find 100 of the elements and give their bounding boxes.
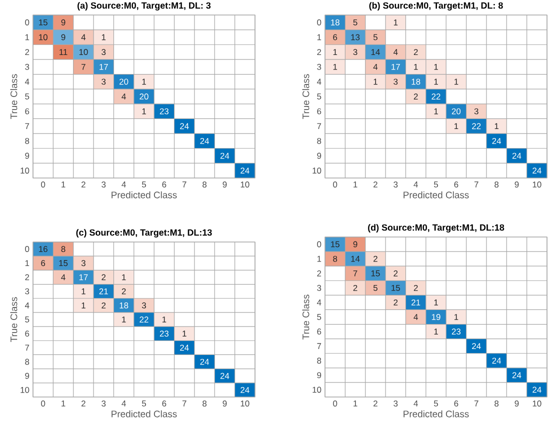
chart-title: (a) Source:M0, Target:M1, DL: 3 [78, 2, 211, 10]
y-tick-label: 2 [25, 274, 30, 280]
y-tick-label: 9 [25, 372, 30, 379]
x-axis-title: Predicted Class [112, 410, 177, 418]
y-tick-label: 10 [312, 386, 322, 393]
data-label: 4 [393, 49, 398, 55]
data-label: 24 [492, 358, 502, 364]
data-label: 16 [39, 246, 48, 252]
y-tick-label: 4 [24, 78, 30, 85]
y-tick-label: 1 [317, 34, 322, 40]
x-tick-label: 7 [182, 400, 186, 406]
x-axis-title: Predicted Class [112, 191, 177, 198]
x-tick-label: 8 [494, 400, 499, 407]
data-label: 1 [182, 330, 186, 337]
data-label: 7 [353, 270, 358, 276]
x-tick-label: 8 [202, 182, 207, 188]
data-label: 21 [412, 300, 420, 306]
data-label: 2 [102, 274, 106, 280]
y-tick-label: 5 [25, 316, 30, 322]
data-label: 22 [472, 123, 481, 130]
data-label: 4 [61, 274, 66, 280]
data-label: 13 [351, 34, 360, 40]
x-tick-label: 7 [474, 182, 478, 188]
data-label: 2 [414, 284, 418, 291]
y-tick-label: 0 [317, 241, 322, 248]
x-tick-label: 6 [162, 400, 166, 407]
data-label: 14 [351, 256, 360, 262]
data-label: 1 [162, 316, 166, 322]
x-tick-label: 4 [122, 400, 126, 406]
data-label: 3 [81, 260, 86, 266]
x-tick-label: 5 [434, 400, 438, 406]
data-label: 24 [240, 387, 250, 393]
data-label: 18 [331, 19, 340, 26]
data-label: 20 [452, 108, 461, 114]
data-label: 3 [102, 78, 106, 85]
data-label: 1 [333, 49, 338, 55]
y-tick-label: 3 [317, 64, 322, 70]
x-tick-label: 6 [454, 182, 458, 188]
y-tick-label: 4 [316, 78, 322, 85]
x-tick-label: 8 [202, 400, 207, 407]
y-tick-label: 10 [20, 168, 30, 174]
data-label: 1 [454, 314, 458, 320]
x-tick-label: 10 [240, 400, 250, 407]
x-tick-label: 0 [41, 400, 46, 407]
x-tick-label: 2 [374, 182, 378, 188]
data-label: 24 [220, 152, 230, 159]
x-tick-label: 0 [333, 400, 338, 407]
chart-title: (c) Source:M0, Target:M1, DL:13 [76, 229, 212, 238]
data-label: 5 [373, 34, 378, 40]
x-tick-label: 2 [82, 182, 86, 188]
data-label: 1 [122, 274, 126, 280]
y-tick-label: 1 [25, 34, 30, 40]
chart-title: (d) Source:M0, Target:M1, DL:18 [368, 224, 504, 232]
data-label: 4 [122, 94, 126, 100]
data-label: 15 [371, 270, 380, 276]
data-label: 6 [41, 260, 46, 266]
data-label: 1 [102, 34, 106, 40]
y-tick-label: 7 [25, 123, 30, 130]
x-axis-title: Predicted Class [404, 410, 469, 418]
x-tick-label: 1 [62, 400, 66, 406]
data-label: 3 [142, 302, 146, 308]
data-label: 1 [454, 123, 458, 130]
data-label: 24 [532, 168, 542, 174]
x-tick-label: 4 [414, 182, 418, 188]
y-tick-label: 3 [25, 64, 30, 70]
data-label: 1 [434, 64, 438, 70]
data-label: 1 [82, 288, 86, 294]
data-label: 1 [142, 78, 146, 85]
y-tick-label: 6 [317, 108, 322, 114]
data-label: 10 [79, 49, 88, 56]
data-label: 1 [494, 123, 498, 130]
data-label: 2 [374, 256, 378, 262]
data-label: 24 [220, 372, 230, 379]
data-label: 10 [39, 34, 48, 40]
x-tick-label: 7 [182, 182, 186, 188]
data-label: 17 [100, 64, 108, 70]
y-tick-label: 7 [25, 344, 30, 351]
data-label: 23 [160, 330, 169, 337]
data-label: 24 [512, 152, 522, 159]
data-label: 3 [474, 108, 478, 114]
data-label: 1 [333, 64, 338, 70]
y-tick-label: 7 [317, 123, 322, 130]
data-label: 11 [60, 49, 68, 55]
y-tick-label: 5 [317, 314, 322, 320]
data-label: 24 [240, 168, 250, 174]
chart-title: (b) Source:M0, Target:M1, DL: 8 [369, 2, 503, 10]
data-label: 6 [333, 34, 338, 40]
data-label: 24 [200, 138, 210, 144]
data-label: 4 [373, 64, 378, 70]
data-label: 1 [142, 108, 146, 114]
x-tick-label: 1 [354, 182, 358, 188]
y-tick-label: 2 [317, 49, 322, 55]
data-label: 9 [61, 34, 66, 40]
x-tick-label: 6 [454, 400, 458, 407]
x-tick-label: 0 [333, 182, 338, 188]
data-label: 24 [200, 358, 210, 365]
x-axis-title: Predicted Class [404, 191, 469, 198]
x-tick-label: 2 [374, 400, 378, 406]
x-tick-label: 3 [102, 400, 106, 407]
data-label: 20 [140, 94, 148, 100]
